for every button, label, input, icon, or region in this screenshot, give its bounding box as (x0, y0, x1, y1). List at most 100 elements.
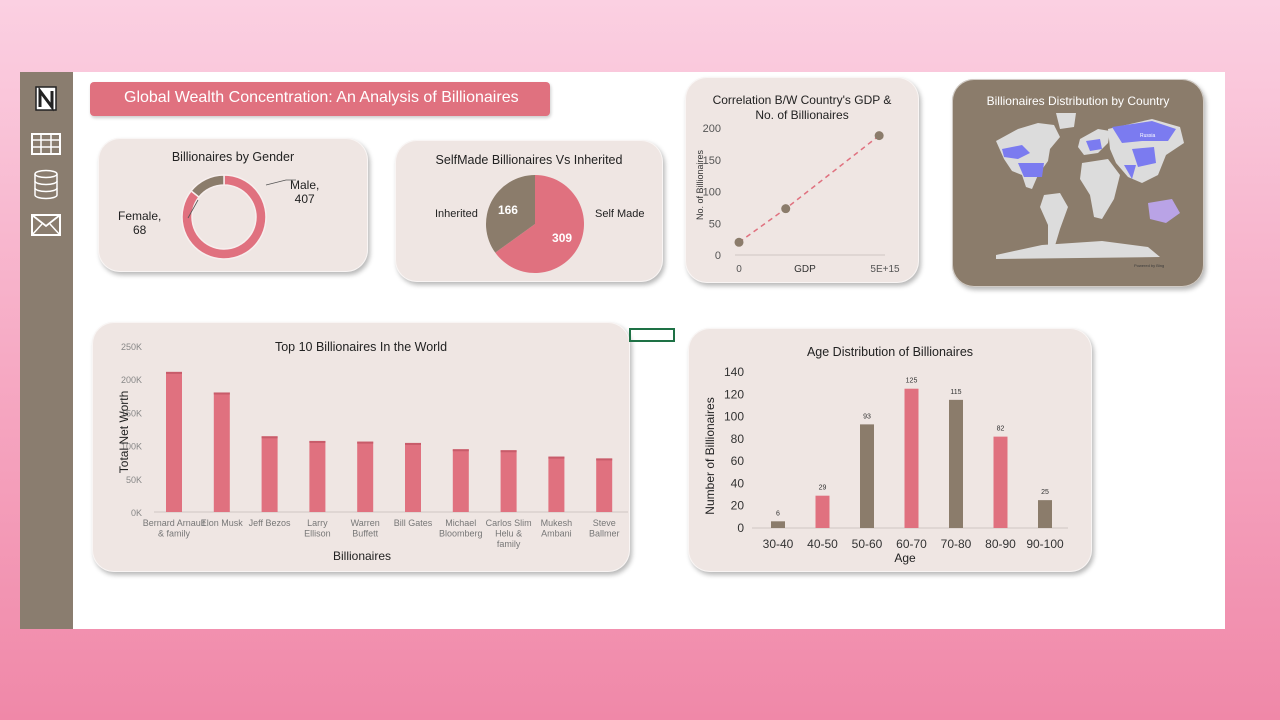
gdp-y-tick: 50 (709, 218, 721, 230)
top10-x-tick: Ballmer (589, 529, 620, 539)
top10-y-tick: 200K (121, 375, 142, 385)
top10-bar (452, 449, 469, 512)
gender-panel[interactable]: Billionaires by Gender Male, 407 Female, 6… (98, 138, 368, 272)
age-bar (904, 388, 919, 528)
age-data-label: 29 (819, 485, 827, 492)
map-russia-highlight (1112, 121, 1176, 143)
map-greenland (1056, 113, 1076, 129)
sidebar (20, 72, 73, 629)
top10-bar-cap (309, 440, 326, 443)
age-data-label: 25 (1041, 489, 1049, 496)
selfmade-slice-selfmade (495, 175, 584, 273)
notion-logo-icon[interactable] (29, 84, 63, 114)
age-data-label: 82 (997, 426, 1005, 433)
top10-x-tick: Steve (593, 518, 616, 528)
selfmade-label: Self Made (595, 208, 645, 220)
top10-y-tick: 100K (121, 442, 142, 452)
age-panel[interactable]: Age Distribution of Billionaires 140 120 1… (688, 328, 1092, 572)
gdp-line-chart: 200 150 100 50 0 0 GDP 5E+15 No. of Billionaires (695, 123, 900, 275)
top10-x-tick: Carlos Slim (486, 518, 532, 528)
top10-bar (166, 371, 182, 512)
top10-bar (357, 441, 374, 512)
top10-bar (261, 436, 278, 512)
age-x-tick: 90-100 (1026, 537, 1064, 551)
age-bar-chart: 140 120 100 80 60 40 20 0 6 30-40 29 40-50 93 50-60 12… (703, 365, 1068, 565)
map-china-highlight (1132, 147, 1156, 167)
age-y-tick: 0 (737, 521, 744, 535)
gender-slice-male (181, 174, 267, 260)
age-x-tick: 70-80 (941, 537, 972, 551)
map-credit: Powered by Bing (1134, 263, 1164, 268)
map-panel[interactable]: Billionaires Distribution by Country Rus… (952, 79, 1204, 287)
gdp-panel[interactable]: Correlation B/W Country's GDP & No. of Bi… (685, 77, 919, 283)
gdp-y-tick: 100 (703, 187, 721, 199)
age-bar (993, 436, 1008, 528)
world-map: Russia Powered by Bing (996, 113, 1184, 268)
age-bar (1038, 500, 1052, 528)
top10-y-tick: 0K (131, 508, 142, 518)
top10-bar (500, 450, 517, 512)
top10-panel[interactable]: Top 10 Billionaires In the World 250K 200… (92, 322, 630, 572)
selfmade-panel[interactable]: SelfMade Billionaires Vs Inherited 309 16… (395, 140, 663, 282)
age-y-tick: 80 (731, 432, 745, 446)
age-chart-title: Age Distribution of Billionaires (806, 345, 974, 359)
dashboard-canvas: Global Wealth Concentration: An Analysis… (20, 72, 1225, 629)
selfmade-value-selfmade: 309 (552, 231, 572, 245)
age-x-tick: 40-50 (807, 537, 838, 551)
selected-cell[interactable] (629, 328, 675, 342)
top10-bar-cap (261, 436, 278, 439)
top10-x-tick: Buffett (352, 529, 378, 539)
gdp-chart-title: Correlation B/W Country's GDP & No. of Bi… (712, 93, 892, 122)
top10-y-tick: 250K (121, 342, 142, 352)
map-north-america (996, 123, 1060, 189)
top10-x-tick: family (497, 539, 521, 549)
gender-donut-chart (181, 174, 296, 260)
age-x-tick: 80-90 (985, 537, 1016, 551)
mail-icon[interactable] (29, 210, 63, 240)
age-data-label: 6 (776, 510, 780, 517)
top10-x-tick: Bill Gates (394, 518, 433, 528)
top10-bar-cap (405, 442, 421, 445)
top10-x-tick: Helu & (495, 529, 522, 539)
gdp-x-label: GDP (794, 264, 816, 275)
top10-x-tick: Bloomberg (439, 529, 483, 539)
table-icon[interactable] (29, 129, 63, 159)
map-canada-highlight (1002, 145, 1030, 159)
top10-bar (309, 440, 326, 512)
age-x-label: Age (894, 551, 916, 565)
age-y-tick: 120 (724, 387, 744, 401)
age-data-label: 115 (950, 389, 961, 396)
gdp-y-tick: 200 (703, 123, 721, 135)
map-australia (1148, 199, 1180, 223)
top10-y-tick: 50K (126, 475, 142, 485)
age-bar (860, 424, 874, 528)
selfmade-slice-inherited (486, 175, 535, 253)
top10-x-tick: & family (158, 529, 191, 539)
age-x-tick: 60-70 (896, 537, 927, 551)
gender-slice-female (190, 174, 225, 199)
top10-bar-cap (500, 450, 517, 453)
map-africa (1080, 159, 1120, 219)
gdp-x-tick-start: 0 (736, 264, 742, 275)
top10-x-tick: Michael (445, 518, 476, 528)
female-label: Female, 68 (118, 209, 162, 237)
map-usa-highlight (1018, 163, 1044, 177)
age-bar (949, 399, 963, 528)
top10-bar-cap (357, 441, 374, 444)
selfmade-value-inherited: 166 (498, 203, 518, 217)
database-icon[interactable] (29, 168, 63, 200)
top10-bar (596, 458, 613, 512)
map-antarctica (996, 241, 1160, 259)
map-country-label: Russia (1140, 133, 1156, 139)
gdp-trend-line (738, 135, 880, 243)
age-x-tick: 50-60 (852, 537, 883, 551)
gdp-point (874, 131, 884, 141)
gdp-y-tick: 150 (703, 155, 721, 167)
map-europe-highlight (1086, 139, 1102, 151)
top10-x-tick: Ellison (304, 529, 331, 539)
age-bar (815, 495, 830, 528)
top10-x-tick: Ambani (541, 529, 572, 539)
age-y-tick: 20 (731, 499, 745, 513)
age-y-tick: 140 (724, 365, 744, 379)
